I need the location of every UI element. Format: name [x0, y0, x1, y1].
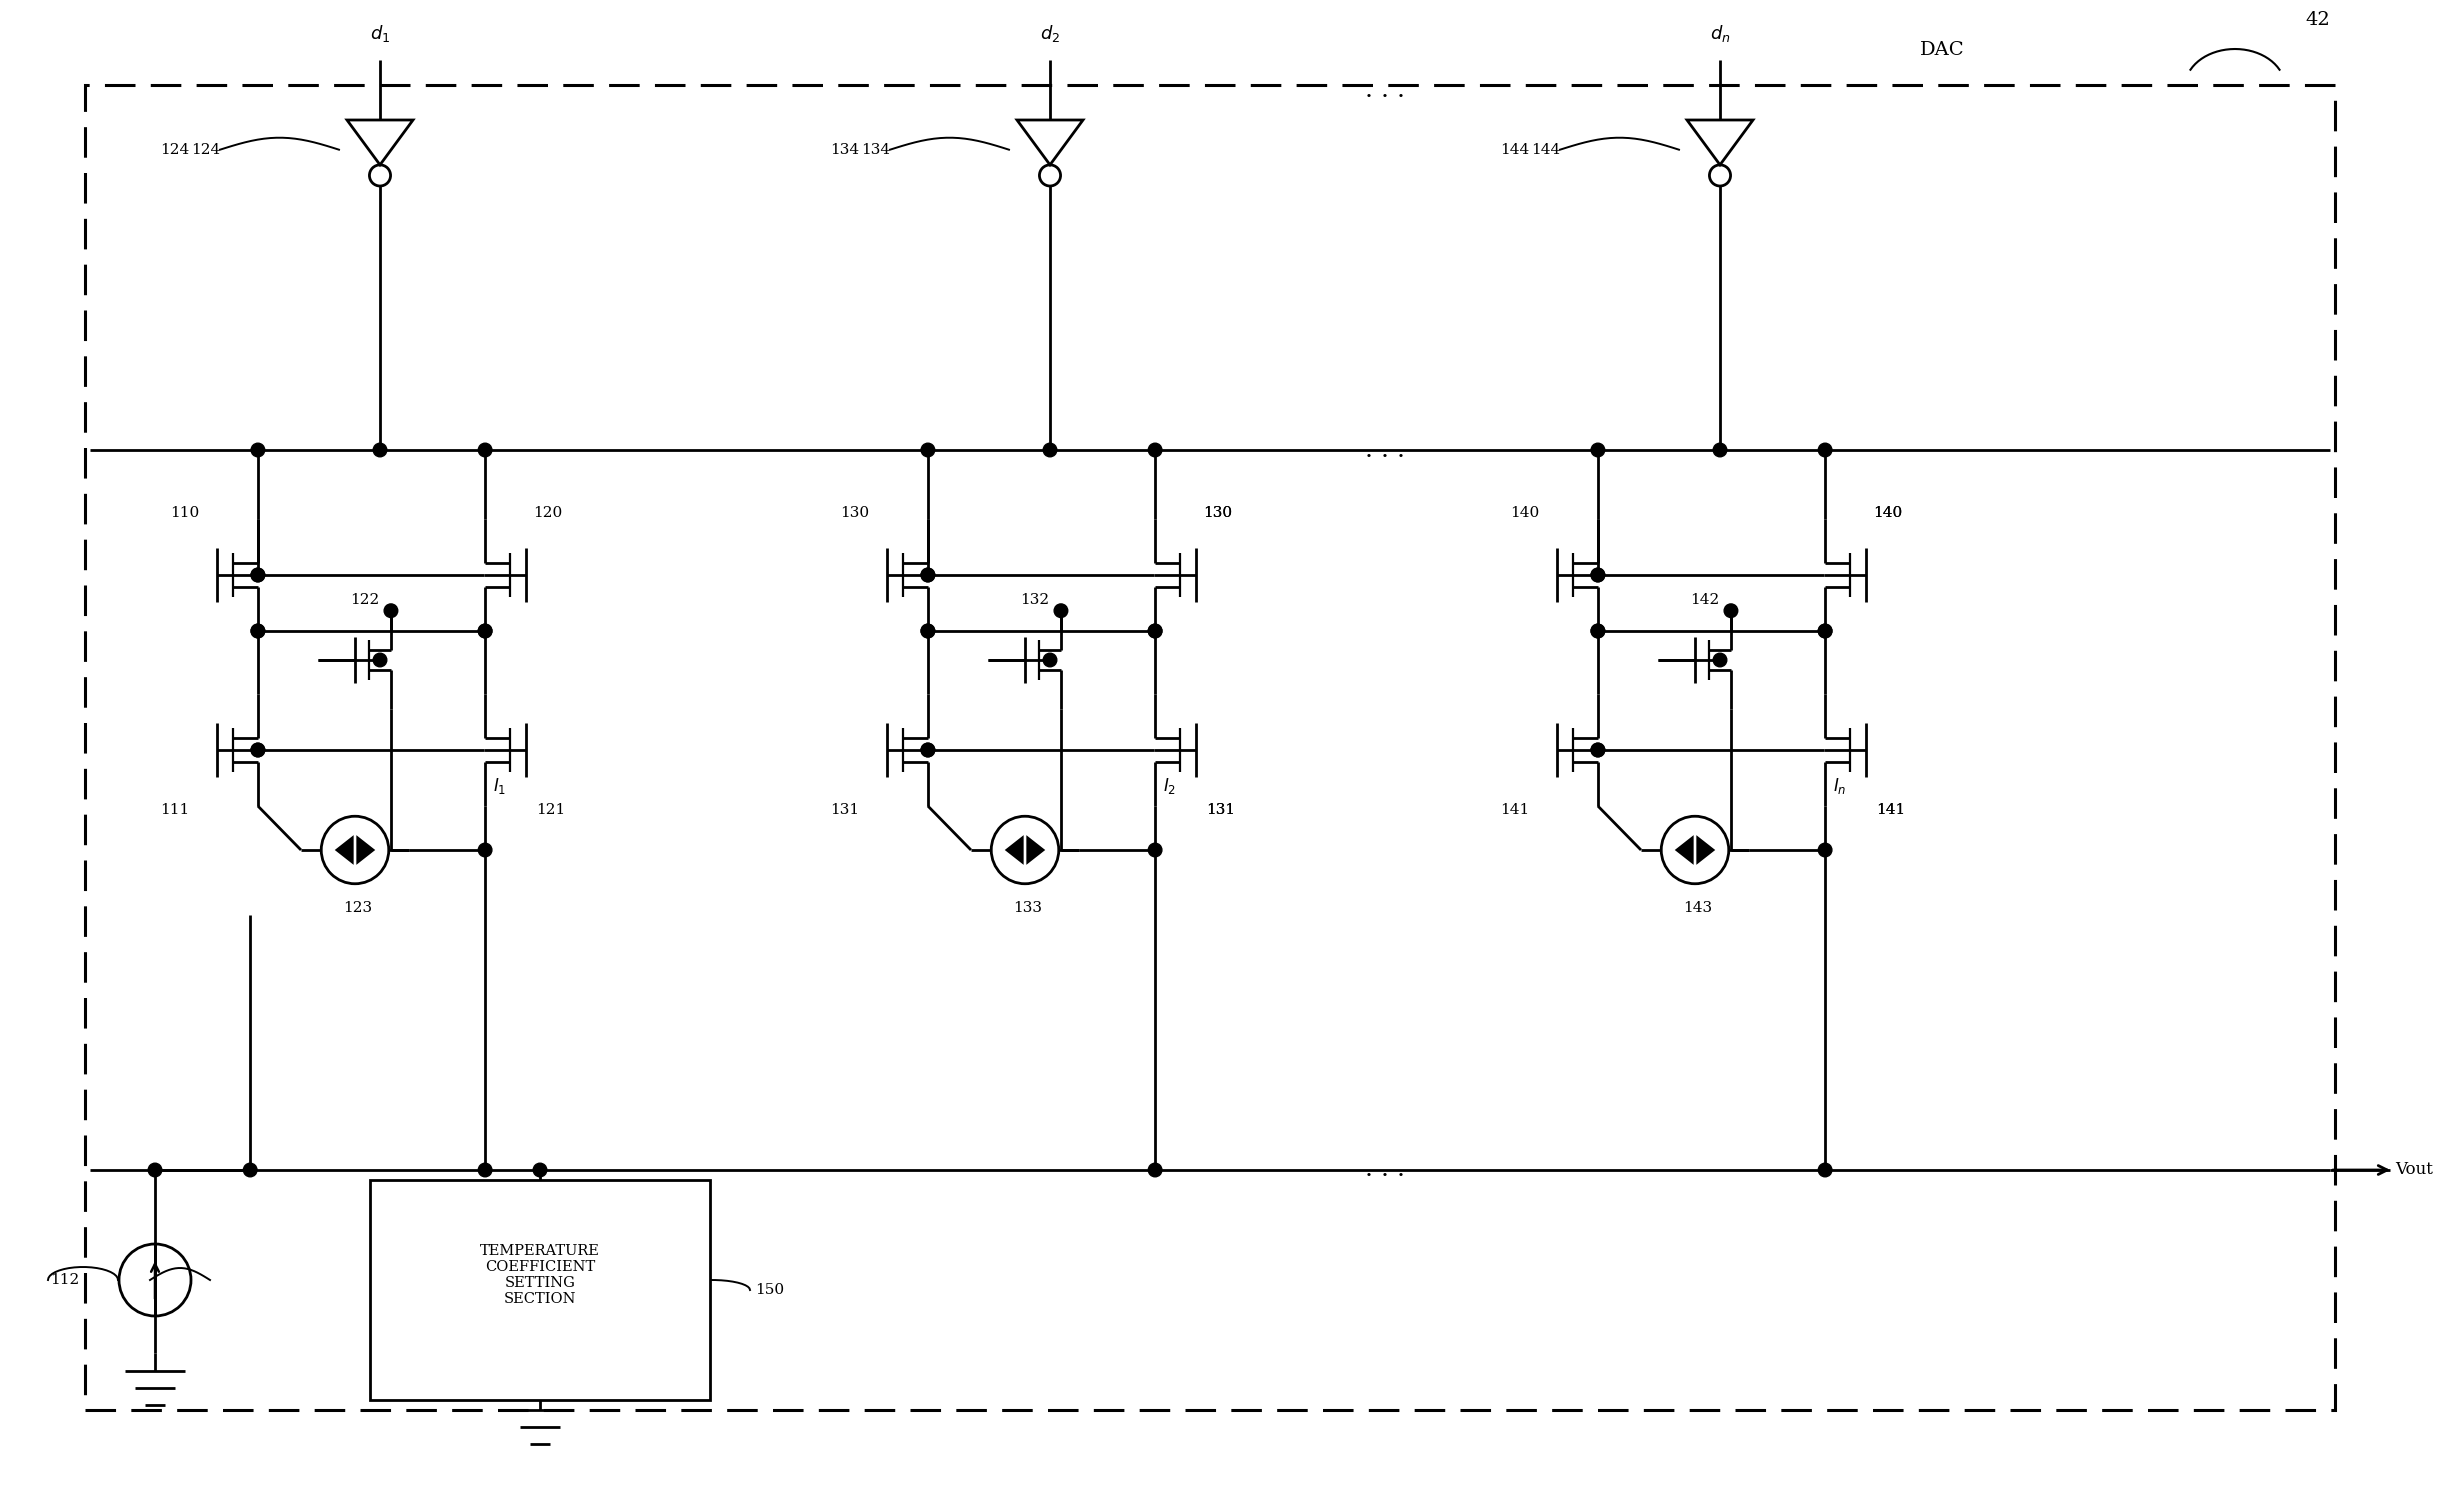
Text: TEMPERATURE
COEFFICIENT
SETTING
SECTION: TEMPERATURE COEFFICIENT SETTING SECTION — [480, 1243, 600, 1306]
Circle shape — [1819, 1163, 1831, 1177]
Text: . . .: . . . — [1366, 438, 1405, 462]
Circle shape — [251, 569, 266, 582]
Circle shape — [251, 442, 266, 458]
Circle shape — [477, 843, 492, 856]
Text: 150: 150 — [756, 1282, 785, 1297]
Polygon shape — [357, 835, 374, 865]
Circle shape — [477, 625, 492, 638]
Text: $d_1$: $d_1$ — [369, 23, 391, 44]
Circle shape — [477, 1163, 492, 1177]
Circle shape — [477, 442, 492, 458]
Text: $I_2$: $I_2$ — [1164, 777, 1176, 796]
Circle shape — [1149, 442, 1162, 458]
Text: 111: 111 — [160, 804, 189, 817]
Text: 134: 134 — [861, 143, 891, 157]
Text: Vout: Vout — [2395, 1162, 2434, 1178]
Text: 130: 130 — [1203, 506, 1233, 521]
Text: 131: 131 — [829, 804, 859, 817]
Circle shape — [920, 442, 935, 458]
Text: 124: 124 — [160, 143, 189, 157]
Circle shape — [1819, 625, 1831, 638]
Text: 112: 112 — [49, 1273, 79, 1287]
Circle shape — [148, 1163, 162, 1177]
Text: $I_1$: $I_1$ — [492, 777, 507, 796]
Circle shape — [1149, 625, 1162, 638]
Polygon shape — [1004, 835, 1024, 865]
Text: 133: 133 — [1014, 901, 1041, 915]
Circle shape — [1043, 653, 1056, 667]
Circle shape — [1592, 625, 1605, 638]
Text: 144: 144 — [1531, 143, 1560, 157]
Circle shape — [1043, 442, 1056, 458]
Text: 140: 140 — [1511, 506, 1538, 521]
Circle shape — [920, 625, 935, 638]
Circle shape — [920, 625, 935, 638]
Circle shape — [920, 743, 935, 757]
Text: 121: 121 — [536, 804, 566, 817]
Circle shape — [1149, 843, 1162, 856]
Text: 42: 42 — [2306, 11, 2331, 29]
Text: 143: 143 — [1683, 901, 1713, 915]
Polygon shape — [1676, 835, 1693, 865]
Circle shape — [251, 743, 266, 757]
Circle shape — [1592, 569, 1605, 582]
Circle shape — [534, 1163, 546, 1177]
Circle shape — [477, 625, 492, 638]
Circle shape — [920, 569, 935, 582]
Text: 140: 140 — [1873, 506, 1902, 521]
Circle shape — [251, 569, 266, 582]
Polygon shape — [1026, 835, 1046, 865]
Circle shape — [1592, 569, 1605, 582]
Text: 130: 130 — [1203, 506, 1233, 521]
Text: 141: 141 — [1875, 804, 1905, 817]
Circle shape — [1149, 1163, 1162, 1177]
Circle shape — [251, 743, 266, 757]
Circle shape — [1592, 743, 1605, 757]
Text: $I_n$: $I_n$ — [1833, 777, 1846, 796]
Circle shape — [374, 653, 386, 667]
Circle shape — [920, 743, 935, 757]
Circle shape — [1713, 442, 1728, 458]
Circle shape — [1592, 442, 1605, 458]
Circle shape — [384, 604, 399, 617]
FancyBboxPatch shape — [369, 1180, 711, 1400]
Text: 131: 131 — [1206, 804, 1235, 817]
Text: $d_2$: $d_2$ — [1041, 23, 1061, 44]
Circle shape — [1149, 625, 1162, 638]
Text: DAC: DAC — [1920, 41, 1964, 59]
Text: . . .: . . . — [1366, 78, 1405, 101]
Circle shape — [1592, 743, 1605, 757]
Text: . . .: . . . — [1366, 1159, 1405, 1181]
Text: 120: 120 — [534, 506, 561, 521]
Text: 132: 132 — [1019, 593, 1048, 607]
Text: 110: 110 — [170, 506, 199, 521]
Circle shape — [1592, 625, 1605, 638]
Circle shape — [1053, 604, 1068, 617]
Text: $d_n$: $d_n$ — [1710, 23, 1730, 44]
Text: 141: 141 — [1501, 804, 1528, 817]
Circle shape — [1819, 625, 1831, 638]
Circle shape — [920, 569, 935, 582]
Polygon shape — [335, 835, 354, 865]
Text: 142: 142 — [1691, 593, 1720, 607]
Text: 131: 131 — [1206, 804, 1235, 817]
Text: 141: 141 — [1875, 804, 1905, 817]
Text: 124: 124 — [192, 143, 219, 157]
Polygon shape — [1696, 835, 1715, 865]
Text: 122: 122 — [349, 593, 379, 607]
Text: 123: 123 — [342, 901, 372, 915]
Circle shape — [251, 625, 266, 638]
Circle shape — [244, 1163, 256, 1177]
Text: 144: 144 — [1501, 143, 1528, 157]
Circle shape — [1713, 653, 1728, 667]
Text: 140: 140 — [1873, 506, 1902, 521]
Circle shape — [1819, 843, 1831, 856]
Circle shape — [1819, 442, 1831, 458]
Circle shape — [1725, 604, 1737, 617]
Text: 134: 134 — [829, 143, 859, 157]
Circle shape — [251, 625, 266, 638]
Circle shape — [374, 442, 386, 458]
Text: 130: 130 — [839, 506, 869, 521]
